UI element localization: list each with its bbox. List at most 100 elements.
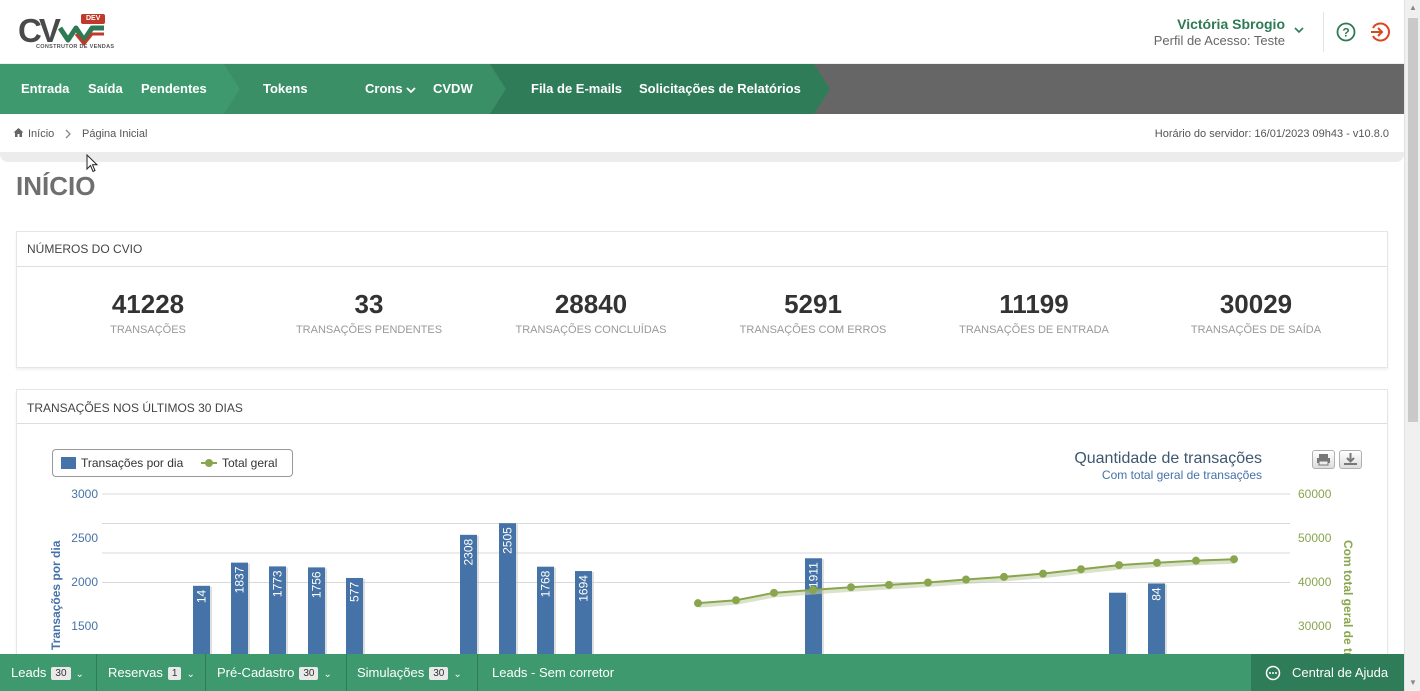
- breadcrumb-home[interactable]: Início: [28, 128, 55, 140]
- chart-data-label: 1756: [310, 571, 324, 598]
- chart-bar: [231, 562, 248, 671]
- home-icon: [13, 128, 24, 137]
- stat-value: 11199: [999, 289, 1069, 319]
- stat-label: TRANSAÇÕES PENDENTES: [295, 324, 443, 336]
- chevron-down-icon[interactable]: [1293, 24, 1305, 36]
- nav-item-crons[interactable]: Crons: [365, 64, 416, 114]
- stat-label: TRANSAÇÕES CONCLUÍDAS: [515, 324, 667, 336]
- stat-value: 33: [354, 289, 384, 319]
- logout-icon[interactable]: [1368, 21, 1390, 43]
- chart-point: [1077, 565, 1085, 574]
- chart-data-label: 84: [1150, 587, 1164, 601]
- chevron-down-icon: ⌄: [75, 669, 84, 680]
- bottom-item-label: Simulações: [357, 665, 425, 680]
- bottom-bar: Leads 30 ⌄ Reservas 1 ⌄ Pré-Cadastro 30 ⌄ Simu…: [0, 654, 1404, 691]
- vertical-scrollbar[interactable]: ▲ ▼: [1404, 0, 1420, 691]
- help-center-button[interactable]: Central de Ajuda: [1251, 654, 1404, 691]
- bottom-item-label: Leads - Sem corretor: [492, 665, 615, 680]
- count-badge: 30: [51, 667, 71, 681]
- help-icon[interactable]: ?: [1336, 22, 1356, 42]
- user-name: Victória Sbrogio: [1177, 16, 1285, 32]
- stat-pendentes: 33 TRANSAÇÕES PENDENTES: [254, 290, 484, 337]
- stat-label: TRANSAÇÕES: [110, 324, 186, 336]
- chart-point: [770, 588, 778, 597]
- chart-data-label: 1694: [577, 575, 591, 602]
- chart-point: [694, 599, 702, 608]
- bottom-item-label: Pré-Cadastro: [217, 665, 295, 680]
- chart-point: [924, 578, 932, 587]
- header-divider: [1323, 12, 1324, 52]
- chat-icon: [1265, 665, 1281, 681]
- chevron-down-icon: ⌄: [186, 669, 195, 680]
- bottom-item-simulacoes[interactable]: Simulações 30 ⌄: [347, 654, 478, 691]
- stat-label: TRANSAÇÕES COM ERROS: [739, 324, 887, 336]
- chart-point: [885, 580, 893, 589]
- chart-point: [1039, 569, 1047, 578]
- chart-bar: [193, 585, 210, 671]
- y-left-axis-label: Transações por dia: [49, 540, 63, 650]
- chart-data-label: 1773: [271, 570, 285, 597]
- stat-value: 41228: [111, 289, 185, 319]
- scroll-down-arrow[interactable]: ▼: [1409, 678, 1417, 687]
- user-profile: Perfil de Acesso: Teste: [1153, 33, 1285, 48]
- nav-item-pendentes[interactable]: Pendentes: [141, 81, 207, 96]
- chart-panel-title: TRANSAÇÕES NOS ÚLTIMOS 30 DIAS: [27, 401, 243, 415]
- chart-bar: [269, 566, 286, 671]
- stat-value: 28840: [554, 289, 628, 319]
- stat-saida: 30029 TRANSAÇÕES DE SAÍDA: [1141, 290, 1371, 337]
- export-button[interactable]: [1339, 450, 1362, 469]
- nav-segments: [0, 64, 830, 114]
- chart-legend[interactable]: Transações por dia Total geral: [52, 449, 293, 477]
- chart-data-label: 14: [195, 589, 209, 603]
- logo[interactable]: CV DEV CONSTRUTOR DE VENDAS: [18, 12, 114, 52]
- user-menu[interactable]: Victória Sbrogio Perfil de Acesso: Teste: [1154, 16, 1285, 49]
- nav-item-cvdw[interactable]: CVDW: [433, 81, 473, 96]
- legend-swatch-bars: [61, 457, 76, 469]
- chart-data-label: 1837: [233, 566, 247, 593]
- main-nav: Entrada Saída Pendentes Tokens Crons CVD…: [0, 64, 1404, 114]
- y-left-tick: 1500: [71, 619, 98, 633]
- bottom-item-label: Leads: [11, 665, 47, 680]
- chart-bar: [537, 566, 554, 671]
- svg-text:CV: CV: [18, 12, 61, 49]
- stats-panel: NÚMEROS DO CVIO: [16, 231, 1388, 368]
- chart-point: [847, 583, 855, 592]
- y-right-tick: 40000: [1298, 575, 1332, 589]
- chart-data-label: 1768: [539, 570, 553, 597]
- bottom-item-pre-cadastro[interactable]: Pré-Cadastro 30 ⌄: [206, 654, 347, 691]
- scroll-up-arrow[interactable]: ▲: [1409, 3, 1417, 12]
- chart-bar: [308, 567, 325, 671]
- y-left-tick: 3000: [71, 487, 98, 501]
- y-right-tick: 60000: [1298, 487, 1332, 501]
- chart-point: [809, 585, 817, 594]
- chart-subtitle: Com total geral de transações: [1101, 468, 1262, 482]
- y-left-tick: 2000: [71, 575, 98, 589]
- nav-item-entrada[interactable]: Entrada: [21, 81, 70, 96]
- bottom-item-label: Reservas: [108, 665, 163, 680]
- y-right-tick: 50000: [1298, 531, 1332, 545]
- bottom-item-leads-sem-corretor[interactable]: Leads - Sem corretor: [478, 654, 638, 691]
- bottom-item-leads[interactable]: Leads 30 ⌄: [0, 654, 97, 691]
- download-icon: [1344, 453, 1357, 465]
- y-right-tick: 30000: [1298, 619, 1332, 633]
- mouse-cursor-icon: [86, 154, 99, 173]
- scroll-thumb[interactable]: [1408, 18, 1418, 422]
- chart-bar: [1109, 592, 1126, 671]
- print-button[interactable]: [1312, 450, 1335, 469]
- chart-data-label: 2308: [462, 539, 476, 566]
- nav-item-tokens[interactable]: Tokens: [263, 81, 308, 96]
- svg-text:?: ?: [1342, 26, 1349, 40]
- stat-label: TRANSAÇÕES DE SAÍDA: [1190, 324, 1322, 336]
- bottom-item-reservas[interactable]: Reservas 1 ⌄: [97, 654, 206, 691]
- count-badge: 1: [167, 667, 182, 681]
- chart-point: [1192, 556, 1200, 565]
- nav-item-saida[interactable]: Saída: [88, 81, 123, 96]
- stat-concluidas: 28840 TRANSAÇÕES CONCLUÍDAS: [476, 290, 706, 337]
- nav-item-solicitacoes[interactable]: Solicitações de Relatórios: [639, 81, 801, 96]
- nav-item-fila-emails[interactable]: Fila de E-mails: [531, 81, 623, 96]
- chart-point: [1115, 561, 1123, 570]
- header-shadow: [0, 152, 1404, 162]
- chart-point: [962, 575, 970, 584]
- chart-bar: [1148, 583, 1165, 671]
